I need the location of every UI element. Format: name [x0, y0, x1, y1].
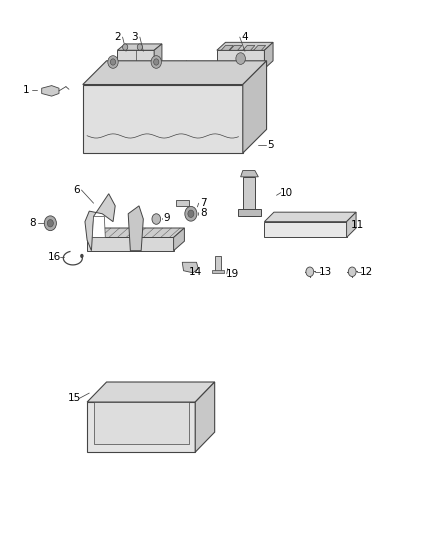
- Polygon shape: [87, 402, 195, 452]
- Polygon shape: [221, 45, 233, 50]
- Polygon shape: [42, 86, 59, 96]
- Text: 8: 8: [30, 218, 36, 228]
- Polygon shape: [243, 45, 255, 50]
- Polygon shape: [85, 193, 115, 251]
- Polygon shape: [247, 69, 258, 72]
- Text: 10: 10: [279, 188, 293, 198]
- Circle shape: [137, 44, 142, 50]
- Polygon shape: [238, 209, 261, 216]
- Polygon shape: [117, 50, 154, 67]
- Polygon shape: [117, 44, 162, 50]
- Text: 3: 3: [131, 32, 138, 42]
- Text: 4: 4: [242, 32, 248, 42]
- Text: 11: 11: [351, 220, 364, 230]
- Circle shape: [110, 59, 116, 65]
- Text: 5: 5: [268, 140, 274, 150]
- Polygon shape: [92, 216, 105, 238]
- Circle shape: [348, 267, 356, 277]
- Polygon shape: [234, 69, 245, 72]
- Circle shape: [188, 210, 194, 217]
- Polygon shape: [122, 67, 130, 70]
- Circle shape: [108, 55, 118, 68]
- Polygon shape: [182, 262, 198, 273]
- Polygon shape: [217, 42, 273, 50]
- Circle shape: [152, 214, 161, 224]
- Text: 1: 1: [23, 85, 30, 95]
- Polygon shape: [148, 67, 155, 70]
- Polygon shape: [212, 270, 224, 273]
- Polygon shape: [265, 222, 346, 238]
- Text: 8: 8: [201, 208, 207, 217]
- Polygon shape: [346, 212, 356, 238]
- Text: 6: 6: [73, 185, 80, 195]
- Polygon shape: [243, 61, 267, 153]
- Polygon shape: [100, 66, 126, 76]
- Polygon shape: [83, 85, 243, 153]
- Text: 13: 13: [318, 267, 332, 277]
- Polygon shape: [230, 45, 242, 50]
- Polygon shape: [87, 228, 184, 238]
- Circle shape: [123, 44, 128, 50]
- Text: 7: 7: [201, 198, 207, 208]
- Text: 9: 9: [164, 213, 170, 223]
- Polygon shape: [221, 69, 232, 72]
- Text: 19: 19: [225, 269, 239, 279]
- Polygon shape: [83, 61, 267, 85]
- Polygon shape: [154, 44, 162, 67]
- Circle shape: [306, 267, 314, 277]
- Polygon shape: [195, 382, 215, 452]
- Polygon shape: [215, 256, 221, 272]
- Polygon shape: [134, 67, 142, 70]
- Circle shape: [151, 55, 162, 68]
- Polygon shape: [173, 228, 184, 251]
- Circle shape: [44, 216, 57, 231]
- Circle shape: [47, 220, 53, 227]
- Polygon shape: [243, 177, 255, 216]
- Polygon shape: [240, 171, 258, 177]
- Polygon shape: [254, 45, 266, 50]
- Circle shape: [154, 59, 159, 65]
- Polygon shape: [176, 199, 189, 206]
- Circle shape: [185, 206, 197, 221]
- Text: 15: 15: [67, 393, 81, 403]
- Polygon shape: [217, 50, 265, 69]
- Text: 2: 2: [114, 32, 121, 42]
- Polygon shape: [128, 206, 143, 251]
- Polygon shape: [265, 42, 273, 69]
- Polygon shape: [87, 382, 215, 402]
- Text: 12: 12: [360, 267, 373, 277]
- Text: 16: 16: [48, 252, 61, 262]
- Polygon shape: [265, 212, 356, 222]
- Polygon shape: [87, 238, 173, 251]
- Circle shape: [80, 254, 84, 258]
- Circle shape: [236, 53, 245, 64]
- Text: 14: 14: [189, 267, 202, 277]
- Polygon shape: [143, 66, 169, 76]
- Polygon shape: [94, 402, 189, 444]
